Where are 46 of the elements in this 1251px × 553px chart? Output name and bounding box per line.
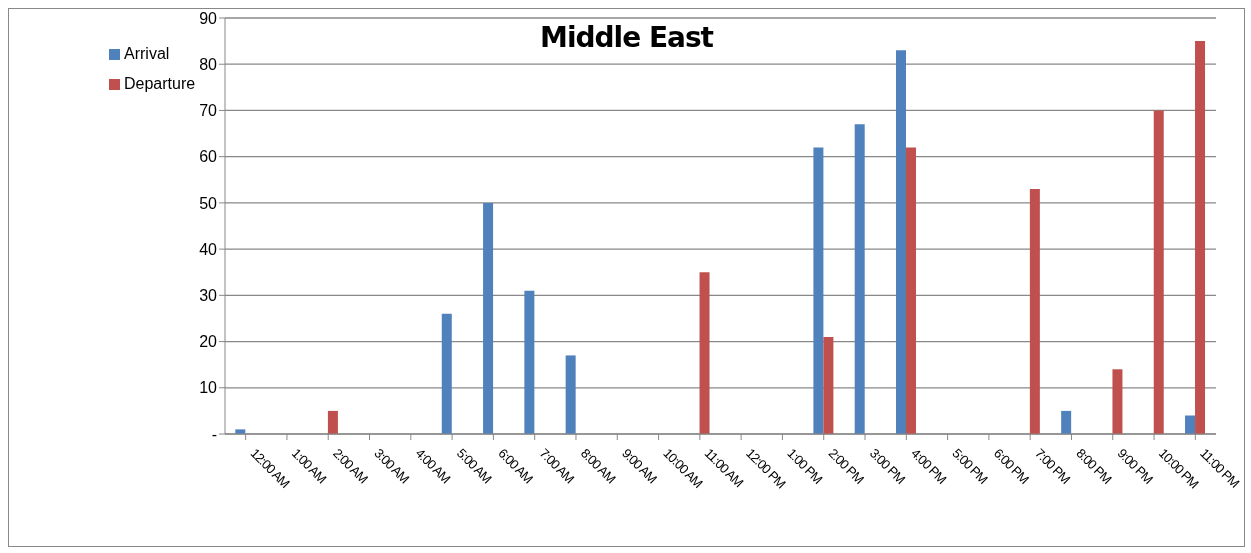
x-tick-label: 6:00 AM xyxy=(495,445,536,486)
x-tick-label: 2:00 PM xyxy=(825,445,867,487)
x-tick-label: 7:00 PM xyxy=(1032,445,1073,487)
y-tick-label: 80 xyxy=(199,55,218,73)
x-tick-label: 5:00 AM xyxy=(453,445,495,486)
bar xyxy=(441,313,452,434)
bar xyxy=(1185,415,1196,434)
x-tick-label: 8:00 PM xyxy=(1073,445,1115,487)
y-tick-label: 70 xyxy=(199,102,218,120)
bar xyxy=(823,336,834,434)
bar xyxy=(1153,110,1164,434)
x-tick-label: 9:00 AM xyxy=(619,445,660,486)
bar xyxy=(1112,369,1123,434)
x-tick-label: 3:00 PM xyxy=(866,445,908,487)
x-tick-label: 8:00 AM xyxy=(577,445,619,486)
bar xyxy=(1195,41,1206,434)
bar xyxy=(699,272,710,434)
bar xyxy=(327,410,338,434)
legend-label: Arrival xyxy=(124,45,170,62)
chart-title: Middle East xyxy=(540,21,713,54)
bar xyxy=(905,147,916,434)
bar xyxy=(1061,410,1072,434)
y-tick-label: 90 xyxy=(199,9,218,27)
bar xyxy=(565,355,576,434)
x-tick-label: 7:00 AM xyxy=(536,445,577,486)
bar xyxy=(854,124,865,434)
x-tick-label: 4:00 AM xyxy=(412,445,454,486)
x-tick-label: 2:00 AM xyxy=(330,445,371,486)
x-tick-label: 3:00 AM xyxy=(371,445,412,486)
bar xyxy=(895,50,906,434)
y-tick-label: 20 xyxy=(199,333,218,351)
y-tick-label: 60 xyxy=(199,148,218,166)
bar xyxy=(483,202,494,434)
x-tick-label: 4:00 PM xyxy=(908,445,950,487)
x-tick-label: 9:00 PM xyxy=(1114,445,1156,487)
y-tick-label: 10 xyxy=(199,379,218,397)
legend-label: Departure xyxy=(124,75,196,92)
y-tick-label: 30 xyxy=(199,287,218,305)
bar xyxy=(1029,189,1040,434)
bar xyxy=(524,290,535,434)
y-tick-label: 50 xyxy=(199,194,218,212)
bar xyxy=(813,147,824,434)
x-tick-label: 6:00 PM xyxy=(990,445,1032,487)
x-tick-label: 5:00 PM xyxy=(949,445,991,487)
y-tick-label: - xyxy=(211,425,217,443)
y-tick-label: 40 xyxy=(199,240,218,258)
